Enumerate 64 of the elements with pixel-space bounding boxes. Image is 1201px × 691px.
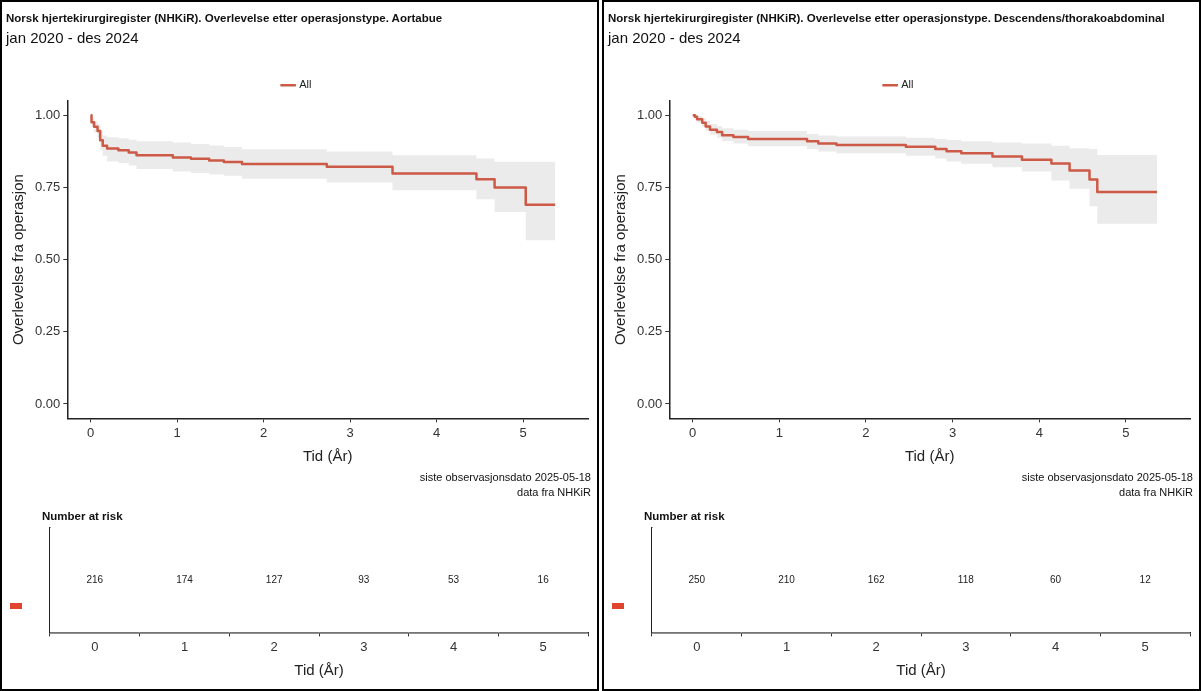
- y-tick-label: 1.00: [34, 106, 61, 122]
- x-tick-label: 4: [1035, 424, 1043, 440]
- text: siste observasjonsdato 2025-05-18: [1020, 470, 1193, 485]
- x-tick-label: 3: [962, 638, 970, 654]
- data-label: 174: [176, 573, 194, 585]
- x-tick-label: 3: [948, 424, 957, 440]
- x-tick-label: 0: [689, 424, 697, 440]
- y-axis-title: Overlevelse fra operasjon: [611, 174, 629, 346]
- x-tick-label: 4: [449, 638, 458, 654]
- data-label: 60: [1049, 573, 1062, 585]
- x-tick-label: 1: [180, 638, 189, 654]
- chart-subtitle: jan 2020 - des 2024: [607, 28, 741, 46]
- x-tick-label: 0: [91, 638, 99, 654]
- x-tick-label: 0: [87, 424, 95, 440]
- legend-label: All: [299, 78, 312, 91]
- data-label: 210: [778, 573, 796, 585]
- data-label: 118: [957, 573, 975, 585]
- y-tick-label: 0.75: [34, 179, 61, 194]
- x-tick-label: 0: [693, 638, 701, 654]
- x-axis-title: Tid (År): [896, 661, 946, 679]
- y-axis-title: Overlevelse fra operasjon: [9, 174, 27, 346]
- x-tick-label: 2: [862, 424, 870, 440]
- y-tick-label: 0.00: [34, 395, 61, 411]
- x-tick-label: 5: [1122, 424, 1130, 440]
- chart-subtitle: jan 2020 - des 2024: [5, 28, 139, 46]
- x-tick-label: 2: [872, 638, 880, 654]
- x-axis-title: Tid (År): [294, 661, 344, 679]
- x-tick-label: 2: [270, 638, 278, 654]
- chart-title: Number at risk: [42, 510, 124, 523]
- data-label: 16: [537, 573, 550, 585]
- data-label: 53: [447, 573, 460, 585]
- y-tick-label: 0.00: [636, 395, 663, 411]
- x-tick-label: 3: [346, 424, 354, 440]
- x-axis-title: Tid (År): [904, 447, 955, 465]
- text: data fra NHKiR: [516, 485, 591, 500]
- x-tick-label: 5: [539, 638, 547, 654]
- data-label: 216: [86, 573, 104, 585]
- y-tick-label: 0.75: [636, 179, 663, 194]
- x-tick-label: 5: [1141, 638, 1149, 654]
- y-tick-label: 0.50: [636, 251, 663, 267]
- x-tick-label: 4: [433, 424, 441, 440]
- x-tick-label: 4: [1051, 638, 1060, 654]
- text: siste observasjonsdato 2025-05-18: [418, 470, 591, 485]
- data-label: 162: [867, 573, 885, 585]
- y-tick-label: 0.50: [34, 251, 61, 267]
- data-label: 127: [265, 573, 283, 585]
- x-tick-label: 1: [173, 424, 181, 440]
- text: data fra NHKiR: [1118, 485, 1193, 500]
- legend-label: All: [901, 78, 914, 91]
- x-tick-label: 5: [519, 424, 527, 440]
- chart-title: Norsk hjertekirurgiregister (NHKiR). Overlevelse etter operasjonstype. Aortabue: [6, 12, 443, 25]
- x-tick-label: 1: [775, 424, 783, 440]
- y-tick-label: 0.25: [636, 323, 663, 339]
- x-axis-title: Tid (År): [302, 447, 353, 465]
- y-tick-label: 1.00: [636, 106, 663, 122]
- chart-title: Norsk hjertekirurgiregister (NHKiR). Overlevelse etter operasjonstype. Descendens/thorakoabdominal: [608, 12, 1165, 25]
- chart-title: Number at risk: [644, 510, 726, 523]
- data-label: 250: [688, 573, 706, 585]
- x-tick-label: 3: [360, 638, 368, 654]
- x-tick-label: 2: [260, 424, 268, 440]
- data-label: 12: [1139, 573, 1152, 585]
- y-tick-label: 0.25: [34, 323, 61, 339]
- data-label: 93: [358, 573, 370, 585]
- x-tick-label: 1: [782, 638, 791, 654]
